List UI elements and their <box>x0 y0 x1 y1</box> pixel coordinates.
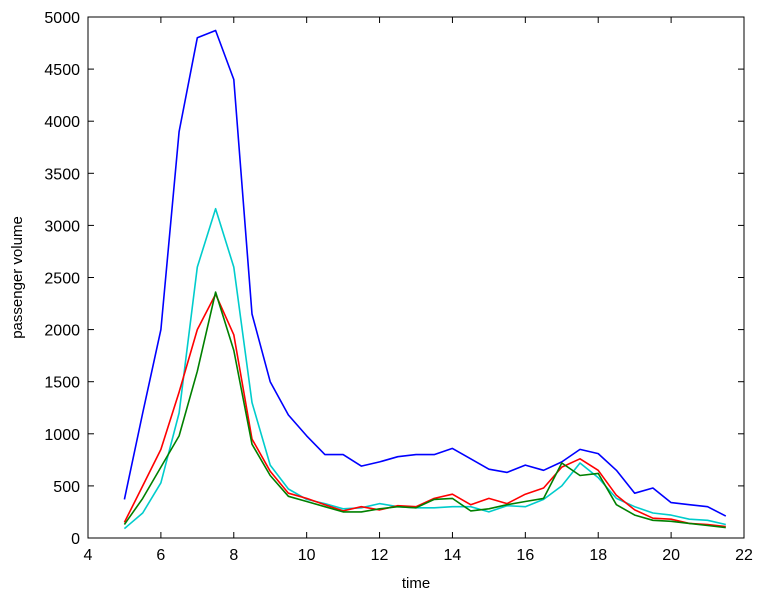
series-line-4 <box>123 291 726 529</box>
y-tick-label: 5000 <box>44 10 80 27</box>
series-line-3 <box>123 293 726 528</box>
y-tick-labels: 0 500 1000 1500 2000 2500 3000 3500 4000 4500 5000 <box>44 10 80 548</box>
x-tick-label: 14 <box>444 547 462 564</box>
x-tick-label: 6 <box>156 547 165 564</box>
y-tick-label: 4000 <box>44 114 80 131</box>
y-tick-label: 0 <box>71 531 80 548</box>
y-tick-label: 3500 <box>44 166 80 183</box>
y-tick-label: 2500 <box>44 271 80 288</box>
y-tick-label: 4500 <box>44 62 80 79</box>
y-tick-label: 1000 <box>44 427 80 444</box>
x-tick-label: 8 <box>229 547 238 564</box>
x-tick-label: 22 <box>735 547 753 564</box>
y-tick-label: 500 <box>53 479 80 496</box>
y-tick-label: 3000 <box>44 218 80 235</box>
x-tick-label: 10 <box>298 547 316 564</box>
y-tick-label: 2000 <box>44 323 80 340</box>
x-axis-label: time <box>402 575 430 592</box>
series-layer <box>123 29 727 530</box>
tick-layer <box>87 16 745 539</box>
y-axis-label: passenger volume <box>9 216 26 339</box>
x-tick-label: 16 <box>516 547 534 564</box>
x-tick-label: 18 <box>589 547 607 564</box>
y-tick-label: 1500 <box>44 375 80 392</box>
x-tick-label: 4 <box>84 547 93 564</box>
x-tick-label: 12 <box>371 547 389 564</box>
x-tick-labels: 4 6 8 10 12 14 16 18 20 22 <box>84 547 753 564</box>
series-line-1 <box>123 29 727 517</box>
x-tick-label: 20 <box>662 547 680 564</box>
